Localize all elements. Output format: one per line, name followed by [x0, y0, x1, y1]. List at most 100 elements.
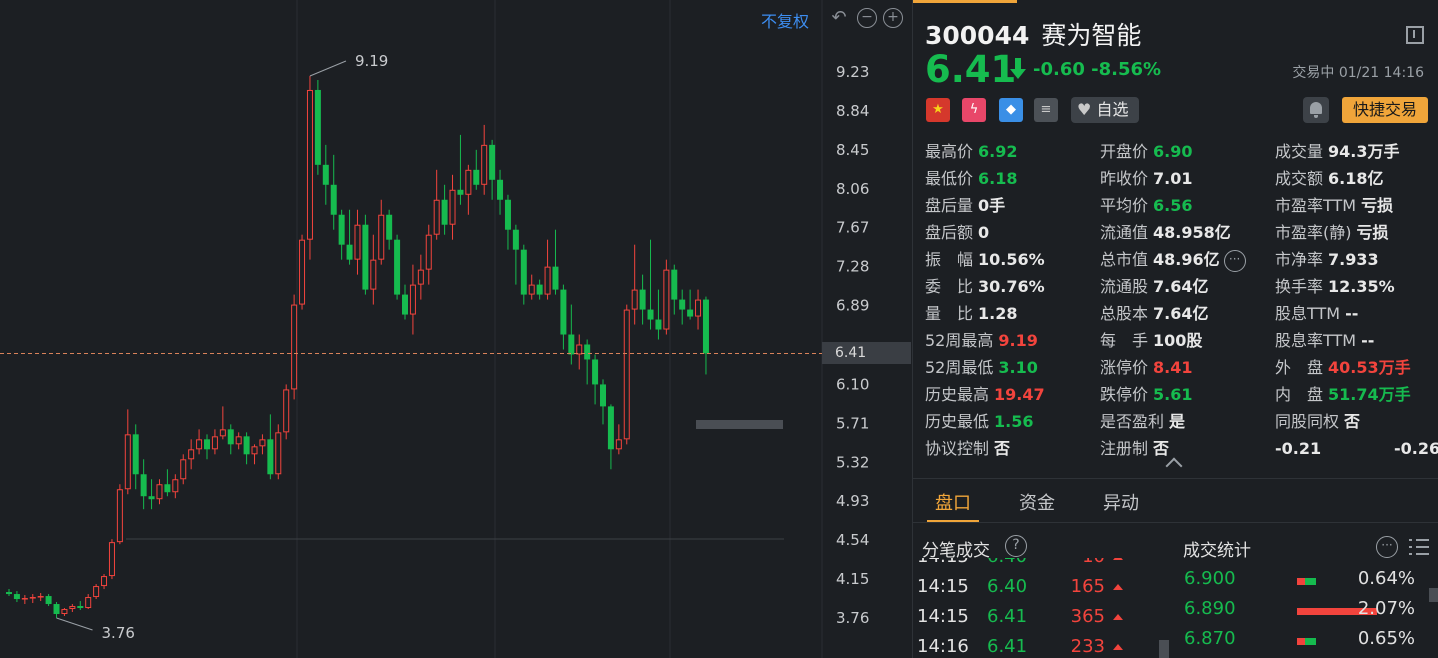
quote-row: 最低价 6.18 昨收价 7.01 成交额 6.18亿 [913, 165, 1438, 192]
more-icon[interactable]: ··· [1376, 536, 1398, 558]
candle-body [29, 597, 36, 599]
accent-line [913, 0, 1017, 3]
quote-cell: 振 幅 10.56% [925, 246, 1045, 273]
quote-label: 52周最低 [925, 358, 994, 377]
quick-trade-button[interactable]: 快捷交易 [1342, 97, 1428, 123]
quote-value: 7.64亿 [1153, 277, 1209, 296]
quote-cell: 外 盘 40.53万手 [1275, 354, 1411, 381]
candle-body [544, 266, 551, 295]
triangle-up-icon [1113, 644, 1123, 650]
bell-icon[interactable] [1303, 97, 1329, 123]
china-flag-icon[interactable]: ★ [926, 98, 950, 122]
undo-icon[interactable]: ↶ [831, 7, 847, 28]
quote-cell: 内 盘 51.74万手 [1275, 381, 1411, 408]
candle-body [497, 179, 504, 200]
candle-body [568, 334, 575, 355]
quote-row: 量 比 1.28 总股本 7.64亿 股息TTM -- [913, 300, 1438, 327]
kline-chart-pane[interactable]: 9.23 8.84 8.45 8.06 7.67 7.28 6.89 6.10 5.71 5.32… [0, 0, 911, 658]
stats-title: 成交统计 [1183, 541, 1251, 561]
add-watchlist-button[interactable]: ♥ 自选 [1071, 97, 1139, 123]
stat-bar-buy [1297, 578, 1305, 585]
quote-grid: 最高价 6.92 开盘价 6.90 成交量 94.3万手 最低价 6.18 昨收价 7.01 成交额… [913, 138, 1438, 462]
quote-label: 内 盘 [1275, 385, 1324, 404]
quote-cell: 流通值 48.958亿 [1100, 219, 1231, 246]
bolt-icon[interactable]: ϟ [962, 98, 986, 122]
y-tick-label: 8.45 [836, 141, 869, 159]
low-pointer [56, 617, 93, 631]
candle-body [346, 244, 353, 260]
quote-cell: 委 比 30.76% [925, 273, 1045, 300]
quote-cell: 每 手 100股 [1100, 327, 1202, 354]
quote-label: 成交额 [1275, 169, 1324, 188]
scrollbar[interactable] [1429, 588, 1438, 602]
tag-icon[interactable]: ◆ [999, 98, 1023, 122]
candle-body [647, 309, 654, 320]
stat-bar-buy [1297, 638, 1305, 645]
quote-value: 6.92 [978, 142, 1018, 161]
quote-label: 历史最低 [925, 412, 990, 431]
tab-orderbook[interactable]: 盘口 [935, 493, 971, 514]
candle-body [465, 169, 472, 195]
candle-body [457, 189, 464, 195]
adjust-mode-button[interactable]: 不复权 [760, 12, 809, 31]
high-label: 9.19 [355, 52, 388, 70]
tick-time: 14:15 [917, 558, 969, 567]
candle-body [592, 359, 599, 385]
quote-value: 5.61 [1153, 385, 1193, 404]
candle-body [520, 249, 527, 295]
price-change: -0.60 -8.56% [1033, 59, 1161, 80]
quote-value: 51.74万手 [1328, 385, 1411, 404]
candle-body [663, 269, 670, 330]
layout-toggle-icon[interactable] [1406, 26, 1424, 44]
candle-body [85, 597, 92, 609]
quote-row: 盘后额 0 流通值 48.958亿 市盈率(静) 亏损 [913, 219, 1438, 246]
zoom-in-icon[interactable]: + [883, 8, 903, 28]
quote-cell: 总市值 48.96亿 ··· [1100, 246, 1246, 273]
change-amount: -0.60 [1033, 59, 1085, 80]
list-icon[interactable] [1409, 538, 1429, 556]
quote-cell: -0.21 -0.26 [1275, 435, 1438, 462]
y-tick-label: 4.93 [836, 492, 869, 510]
candle-body [417, 269, 424, 285]
candle-body [615, 439, 622, 450]
quote-row: 历史最高 19.47 跌停价 5.61 内 盘 51.74万手 [913, 381, 1438, 408]
volume-stats-list[interactable]: 6.900 0.64% 6.890 2.07% 6.870 0.65% [1179, 568, 1438, 658]
candle-body [695, 299, 702, 317]
stock-info-panel: 300044 赛为智能 6.41 -0.60 -8.56% 交易中 01/21 1… [912, 0, 1438, 658]
note-icon[interactable]: ≡ [1034, 98, 1058, 122]
quote-value: 12.35% [1328, 277, 1395, 296]
zoom-out-icon[interactable]: − [857, 8, 877, 28]
stock-header: 300044 赛为智能 [925, 16, 1141, 52]
tab-capital[interactable]: 资金 [1019, 493, 1055, 514]
quote-value: 6.56 [1153, 196, 1193, 215]
help-icon[interactable]: ? [1005, 535, 1027, 557]
quote-value: 6.18亿 [1328, 169, 1384, 188]
y-tick-label: 4.54 [836, 531, 869, 549]
candle-body [188, 449, 195, 460]
candle-body [512, 229, 519, 250]
quote-value: 否 [1153, 439, 1170, 458]
triangle-up-icon [1113, 558, 1123, 560]
quote-label: 注册制 [1100, 439, 1149, 458]
quote-label: 换手率 [1275, 277, 1324, 296]
tick-list[interactable]: 14:15 6.40 10 14:15 6.40 165 14:15 6.41 365 14:16… [913, 558, 1153, 658]
quote-label: 总股本 [1100, 304, 1149, 323]
quote-cell: 历史最低 1.56 [925, 408, 1034, 435]
quote-label: 总市值 [1100, 250, 1149, 269]
quote-label: 同股同权 [1275, 412, 1340, 431]
tick-price: 6.40 [987, 576, 1028, 597]
candle-body [116, 489, 123, 543]
stat-bar-buy [1297, 608, 1377, 615]
quote-value: 7.01 [1153, 169, 1193, 188]
quote-label: 流通股 [1100, 277, 1149, 296]
quote-value: -- [1345, 304, 1359, 323]
more-icon[interactable]: ··· [1223, 249, 1246, 272]
scrollbar[interactable] [1159, 640, 1169, 658]
watchlist-label: 自选 [1096, 100, 1129, 119]
y-tick-label: 7.67 [836, 219, 869, 237]
kline-chart[interactable]: 9.23 8.84 8.45 8.06 7.67 7.28 6.89 6.10 5.71 5.32… [0, 0, 911, 658]
quote-label: 涨停价 [1100, 358, 1149, 377]
quote-value: 48.96亿 [1153, 250, 1220, 269]
quote-value: 否 [1344, 412, 1361, 431]
tab-movement[interactable]: 异动 [1103, 493, 1139, 514]
